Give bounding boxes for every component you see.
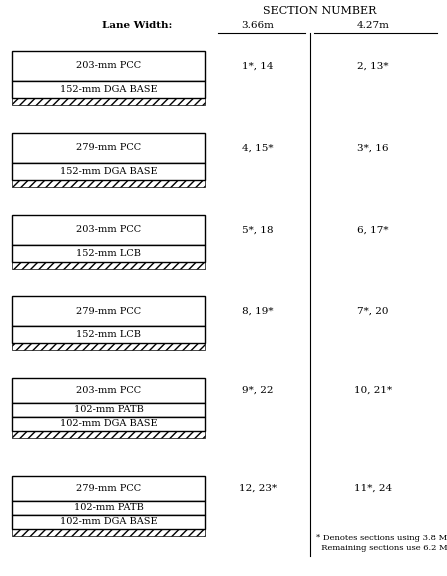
Bar	[12, 378, 205, 403]
Bar	[12, 515, 205, 529]
Bar	[12, 326, 205, 343]
Bar	[12, 180, 205, 187]
Text: 4, 15*: 4, 15*	[242, 143, 274, 153]
Bar	[12, 501, 205, 515]
Text: 279-mm PCC: 279-mm PCC	[76, 484, 141, 493]
Bar	[12, 431, 205, 438]
Text: 12, 23*: 12, 23*	[239, 484, 277, 493]
Text: 8, 19*: 8, 19*	[242, 306, 274, 316]
Text: 10, 21*: 10, 21*	[354, 386, 392, 395]
Text: 11*, 24: 11*, 24	[354, 484, 392, 493]
Bar	[12, 163, 205, 180]
Bar	[12, 81, 205, 98]
Text: 203-mm PCC: 203-mm PCC	[76, 225, 141, 234]
Bar	[12, 245, 205, 262]
Text: 152-mm LCB: 152-mm LCB	[76, 249, 141, 258]
Bar	[12, 215, 205, 245]
Text: 203-mm PCC: 203-mm PCC	[76, 386, 141, 395]
Bar	[12, 296, 205, 326]
Text: 102-mm PATB: 102-mm PATB	[74, 406, 143, 415]
Text: 5*, 18: 5*, 18	[242, 225, 274, 234]
Bar	[12, 262, 205, 269]
Text: 7*, 20: 7*, 20	[357, 306, 389, 316]
Text: 4.27m: 4.27m	[357, 21, 389, 31]
Text: Lane Width:: Lane Width:	[101, 21, 172, 31]
Bar	[12, 98, 205, 105]
Text: 1*, 14: 1*, 14	[242, 62, 274, 70]
Text: 9*, 22: 9*, 22	[242, 386, 274, 395]
Text: * Denotes sections using 3.8 MPa PCC.: * Denotes sections using 3.8 MPa PCC.	[316, 534, 447, 542]
Text: 152-mm DGA BASE: 152-mm DGA BASE	[60, 167, 157, 176]
Text: 3*, 16: 3*, 16	[357, 143, 389, 153]
Text: 6, 17*: 6, 17*	[357, 225, 389, 234]
Text: 152-mm LCB: 152-mm LCB	[76, 330, 141, 339]
Text: 102-mm DGA BASE: 102-mm DGA BASE	[60, 419, 157, 429]
Bar	[12, 133, 205, 163]
Text: 203-mm PCC: 203-mm PCC	[76, 62, 141, 70]
Text: SECTION NUMBER: SECTION NUMBER	[263, 6, 377, 16]
Text: 2, 13*: 2, 13*	[357, 62, 389, 70]
Text: 3.66m: 3.66m	[241, 21, 274, 31]
Bar	[12, 476, 205, 501]
Text: Remaining sections use 6.2 MPa PCC.: Remaining sections use 6.2 MPa PCC.	[316, 544, 447, 552]
Text: 102-mm DGA BASE: 102-mm DGA BASE	[60, 517, 157, 526]
Text: 102-mm PATB: 102-mm PATB	[74, 503, 143, 513]
Text: 152-mm DGA BASE: 152-mm DGA BASE	[60, 85, 157, 94]
Text: 279-mm PCC: 279-mm PCC	[76, 306, 141, 316]
Bar	[12, 343, 205, 350]
Text: 279-mm PCC: 279-mm PCC	[76, 143, 141, 153]
Bar	[12, 403, 205, 417]
Bar	[12, 51, 205, 81]
Bar	[12, 529, 205, 536]
Bar	[12, 417, 205, 431]
